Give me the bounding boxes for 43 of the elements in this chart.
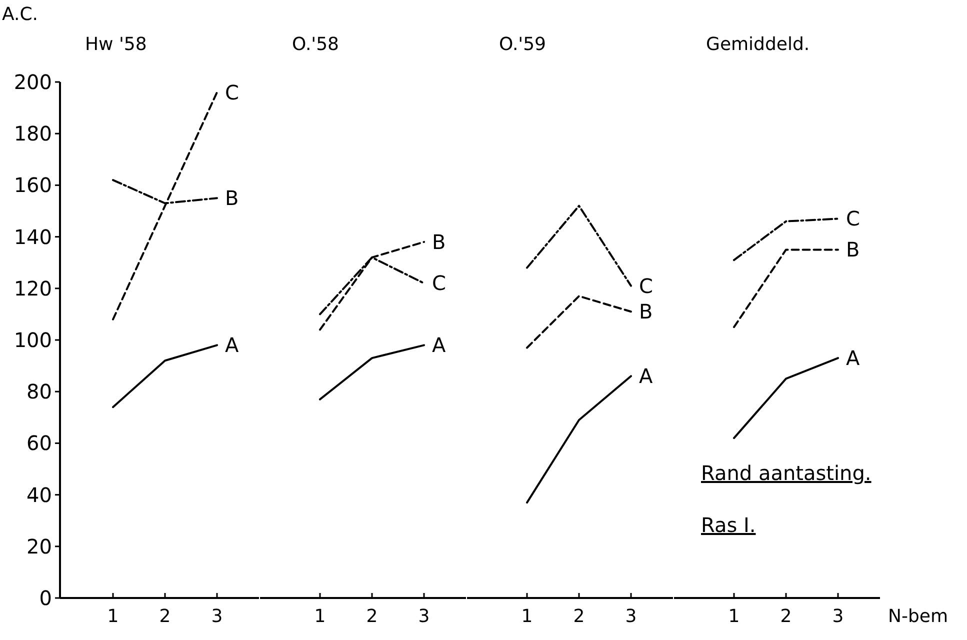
chart-title: Hw '58: [85, 34, 147, 55]
x-tick-label: 3: [832, 606, 844, 627]
x-axis-title: N-bem: [888, 606, 948, 627]
x-tick-label: 3: [211, 606, 223, 627]
annotation: Rand aantasting.: [701, 461, 872, 485]
series-label: C: [225, 80, 239, 104]
series-label: C: [432, 271, 446, 296]
chart-title: O.'58: [292, 34, 340, 55]
chart-title: O.'59: [499, 34, 546, 55]
y-tick-label: 120: [14, 276, 52, 300]
series-label: B: [432, 230, 446, 254]
y-tick-label: 180: [14, 122, 52, 146]
y-tick-label: 40: [26, 482, 52, 507]
series-label: A: [432, 333, 446, 358]
series-label: A: [639, 364, 653, 388]
series-label: B: [639, 300, 653, 324]
x-tick-label: 2: [366, 606, 378, 627]
series-label: A: [846, 346, 860, 370]
x-tick-label: 3: [418, 606, 430, 627]
y-tick-label: 100: [14, 328, 52, 352]
y-tick-label: 140: [14, 224, 52, 249]
y-tick-label: 160: [14, 173, 52, 198]
series-label: C: [846, 206, 860, 231]
y-axis-title: A.C.: [2, 4, 38, 25]
y-tick-label: 0: [39, 586, 52, 610]
series-label: C: [639, 274, 653, 298]
chart-title: Gemiddeld.: [706, 34, 810, 55]
x-tick-label: 2: [573, 606, 585, 627]
x-tick-label: 1: [728, 606, 740, 627]
x-tick-label: 1: [521, 606, 533, 627]
annotation: Ras I.: [701, 513, 756, 537]
y-tick-label: 20: [26, 534, 52, 558]
y-tick-label: 60: [26, 431, 52, 456]
x-tick-label: 3: [625, 606, 637, 627]
y-tick-label: 80: [26, 380, 52, 404]
series-label: B: [225, 186, 239, 210]
y-tick-label: 200: [14, 70, 52, 94]
series-label: B: [846, 238, 860, 262]
x-tick-label: 1: [314, 606, 326, 627]
x-tick-label: 1: [107, 606, 119, 627]
x-tick-label: 2: [159, 606, 171, 627]
series-label: A: [225, 333, 239, 358]
x-tick-label: 2: [780, 606, 792, 627]
